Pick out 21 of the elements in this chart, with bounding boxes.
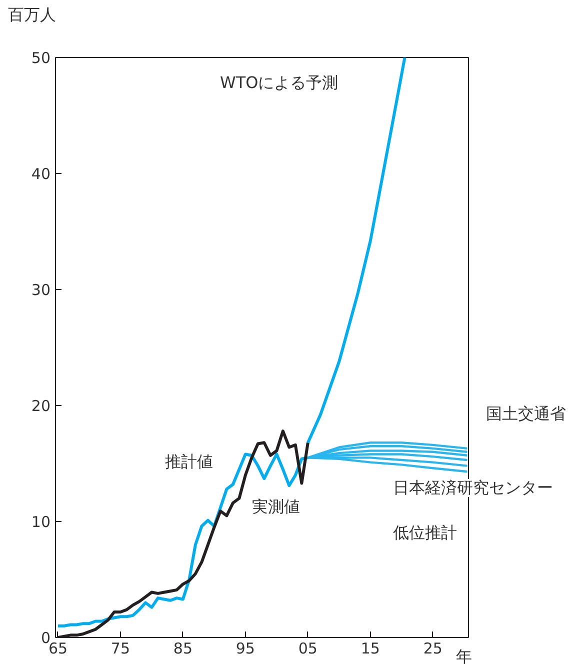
- annotation: 低位推計: [393, 524, 457, 542]
- x-tick-label: 25: [423, 640, 442, 658]
- x-tick-label: 85: [173, 640, 193, 658]
- annotation: 推計値: [165, 453, 213, 471]
- y-tick-label: 50: [31, 49, 51, 67]
- y-tick-label: 0: [40, 629, 51, 647]
- x-tick-label: 75: [110, 640, 130, 658]
- annotation: 日本経済研究センター: [393, 479, 553, 497]
- x-tick-label: 95: [236, 640, 255, 658]
- y-tick-label: 40: [31, 165, 51, 183]
- ylabel: 百万人: [8, 6, 56, 24]
- x-tick-label: 65: [48, 640, 68, 658]
- annotation: WTOによる予測: [220, 74, 338, 92]
- y-tick-label: 20: [31, 397, 51, 415]
- xlabel: 年: [456, 648, 472, 666]
- y-tick-label: 30: [31, 281, 51, 299]
- x-tick-label: 15: [360, 640, 380, 658]
- series-name: 国土交通省: [486, 405, 566, 423]
- annotation: 実測値: [252, 498, 300, 516]
- x-tick-label: 05: [298, 640, 318, 658]
- y-tick-label: 10: [31, 513, 51, 531]
